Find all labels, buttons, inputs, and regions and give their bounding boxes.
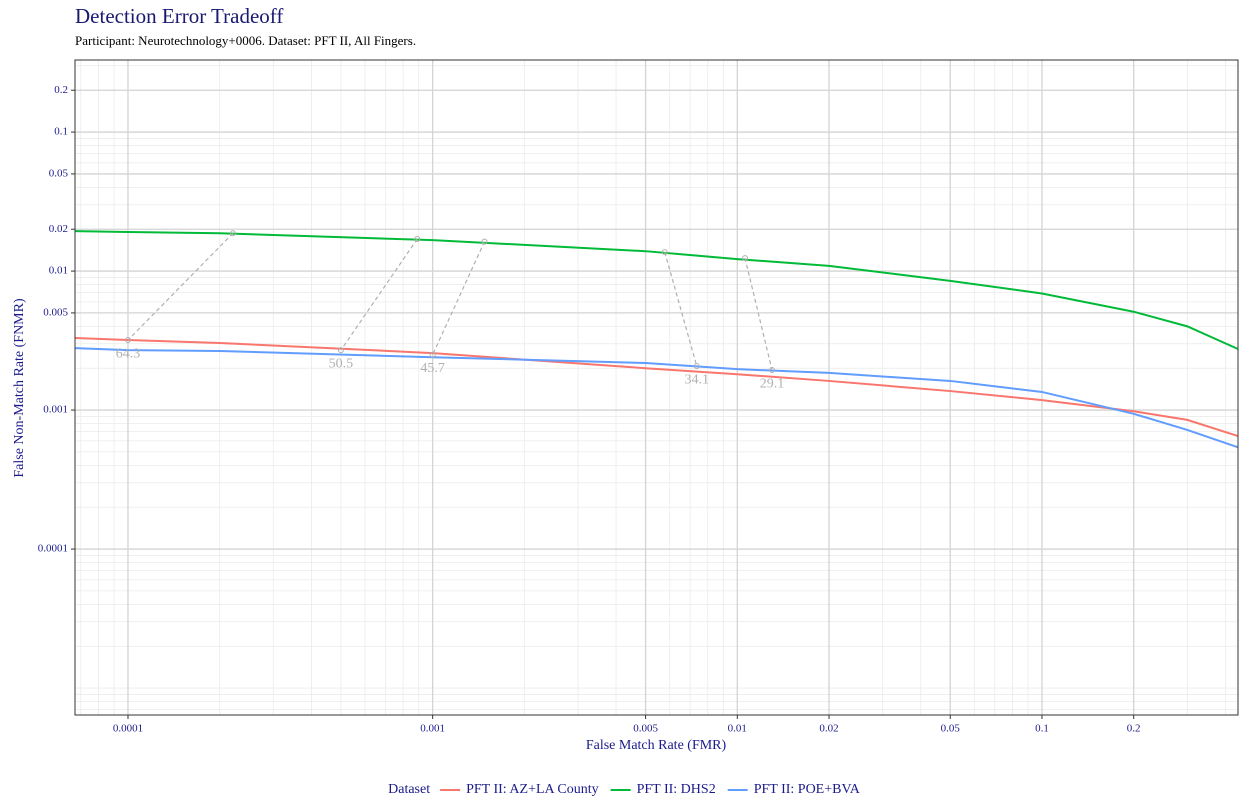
annotation-point: [124, 337, 131, 344]
annotation-label: 50.5: [329, 356, 354, 371]
annotation-label: 29.1: [760, 376, 785, 391]
y-tick-label: 0.05: [49, 167, 69, 179]
x-tick-label: 0.005: [633, 723, 658, 735]
annotation-label: 45.7: [420, 361, 445, 376]
y-tick-label: 0.001: [43, 404, 68, 416]
y-tick-label: 0.02: [49, 223, 68, 235]
series-line: [74, 230, 1239, 350]
annotation-point: [769, 367, 776, 374]
y-tick-label: 0.0001: [38, 543, 68, 555]
annotation-label: 34.1: [684, 372, 709, 387]
annotation-point: [337, 347, 344, 354]
chart-title: Detection Error Tradeoff: [75, 4, 283, 28]
y-tick-label: 0.005: [43, 306, 68, 318]
y-tick-label: 0.1: [54, 126, 68, 138]
annotation-point: [481, 238, 488, 245]
annotation-point: [661, 249, 668, 256]
annotation-point: [429, 351, 436, 358]
plot-border: [74, 59, 1239, 716]
annotation-label: 64.3: [116, 346, 141, 361]
series-line: [74, 347, 1239, 449]
legend-title: Dataset: [388, 782, 430, 797]
annotation-point: [229, 230, 236, 237]
annotation-point: [414, 236, 421, 243]
x-axis-label: False Match Rate (FMR): [586, 738, 727, 753]
x-tick-label: 0.05: [941, 723, 961, 735]
legend: Dataset PFT II: AZ+LA County PFT II: DHS2 P…: [388, 782, 861, 797]
y-tick-label: 0.01: [49, 265, 68, 277]
annotation-point: [693, 363, 700, 370]
x-tick-label: 0.0001: [113, 723, 143, 735]
x-tick-label: 0.1: [1035, 723, 1049, 735]
annotation-line: [744, 257, 773, 371]
annotation-line: [340, 238, 418, 351]
y-axis-label: False Non-Match Rate (FNMR): [12, 298, 27, 478]
x-tick-label: 0.2: [1127, 723, 1141, 735]
annotation-point: [742, 255, 749, 262]
x-tick-label: 0.02: [819, 723, 838, 735]
chart-subtitle: Participant: Neurotechnology+0006. Datas…: [75, 33, 416, 48]
x-tick-label: 0.001: [420, 723, 445, 735]
series-line: [74, 336, 1239, 438]
y-tick-label: 0.2: [54, 84, 68, 96]
annotation-line: [127, 232, 234, 341]
annotation-line: [432, 241, 486, 356]
legend-label: PFT II: POE+BVA: [754, 782, 861, 797]
annotation-line: [664, 251, 698, 367]
legend-label: PFT II: AZ+LA County: [466, 782, 599, 797]
x-tick-label: 0.01: [728, 723, 747, 735]
legend-label: PFT II: DHS2: [637, 782, 716, 797]
